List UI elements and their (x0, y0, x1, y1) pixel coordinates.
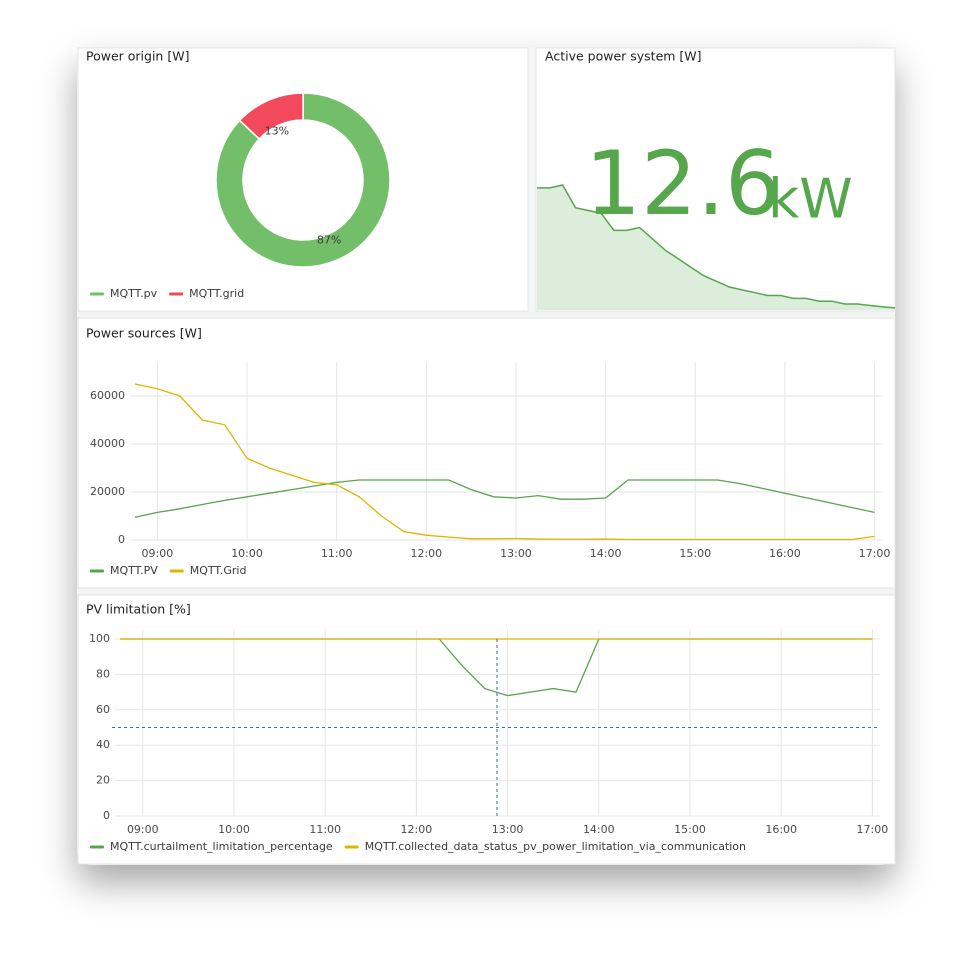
x-tick-label: 09:00 (127, 823, 159, 836)
y-tick-label: 80 (96, 667, 110, 680)
x-tick-label: 12:00 (401, 823, 433, 836)
y-tick-label: 0 (103, 809, 110, 822)
x-tick-label: 17:00 (859, 547, 891, 560)
legend-label: MQTT.grid (189, 287, 244, 300)
panel (77, 47, 529, 312)
legend-swatch (169, 292, 184, 296)
legend-swatch (90, 292, 104, 296)
series-line (134, 479, 875, 518)
legend-label: MQTT.Grid (190, 564, 247, 577)
y-tick-label: 20 (96, 774, 110, 787)
x-tick-label: 14:00 (583, 823, 615, 836)
x-tick-label: 10:00 (218, 823, 250, 836)
x-tick-label: 11:00 (321, 547, 353, 560)
stat-value: 12.6 (585, 132, 781, 235)
x-tick-label: 10:00 (231, 547, 263, 560)
x-tick-label: 13:00 (492, 823, 524, 836)
stat-sparkline-group (537, 184, 895, 310)
slice-label: 87% (317, 233, 341, 246)
x-tick-label: 16:00 (765, 823, 797, 836)
x-tick-label: 13:00 (500, 547, 532, 560)
x-tick-label: 16:00 (769, 547, 801, 560)
sparkline-area (537, 185, 895, 310)
series-line (134, 383, 875, 541)
x-tick-label: 17:00 (857, 823, 889, 836)
stat-unit: kW (768, 168, 853, 231)
x-tick-label: 11:00 (309, 823, 341, 836)
legend-label: MQTT.curtailment_limitation_percentage (110, 840, 333, 853)
y-tick-label: 40000 (90, 437, 125, 450)
legend-swatch (90, 845, 104, 849)
y-tick-label: 40 (96, 738, 110, 751)
sparkline (537, 184, 895, 309)
slice-label: 13% (265, 125, 289, 138)
x-tick-label: 12:00 (410, 547, 442, 560)
pie-slice (238, 92, 304, 140)
legend-label: MQTT.pv (110, 287, 158, 300)
panel (77, 594, 896, 865)
panel (535, 47, 896, 312)
x-tick-label: 15:00 (679, 547, 711, 560)
panel-title: Power sources [W] (86, 326, 202, 341)
x-tick-label: 15:00 (674, 823, 706, 836)
y-tick-label: 20000 (90, 485, 125, 498)
y-tick-label: 0 (118, 533, 125, 546)
y-tick-label: 60000 (90, 389, 125, 402)
legend-swatch (90, 569, 104, 573)
x-tick-label: 14:00 (590, 547, 622, 560)
legend-swatch (344, 845, 359, 849)
panel-title: Active power system [W] (545, 49, 702, 64)
x-tick-label: 09:00 (142, 547, 174, 560)
y-tick-label: 60 (96, 703, 110, 716)
pie-slice (215, 92, 391, 268)
panel-title: PV limitation [%] (86, 602, 191, 617)
y-tick-label: 100 (89, 632, 110, 645)
legend-swatch (169, 569, 184, 573)
panel (77, 317, 896, 589)
legend-label: MQTT.collected_data_status_pv_power_limi… (365, 840, 746, 853)
panel-title: Power origin [W] (86, 49, 189, 64)
legend-label: MQTT.PV (110, 564, 158, 577)
